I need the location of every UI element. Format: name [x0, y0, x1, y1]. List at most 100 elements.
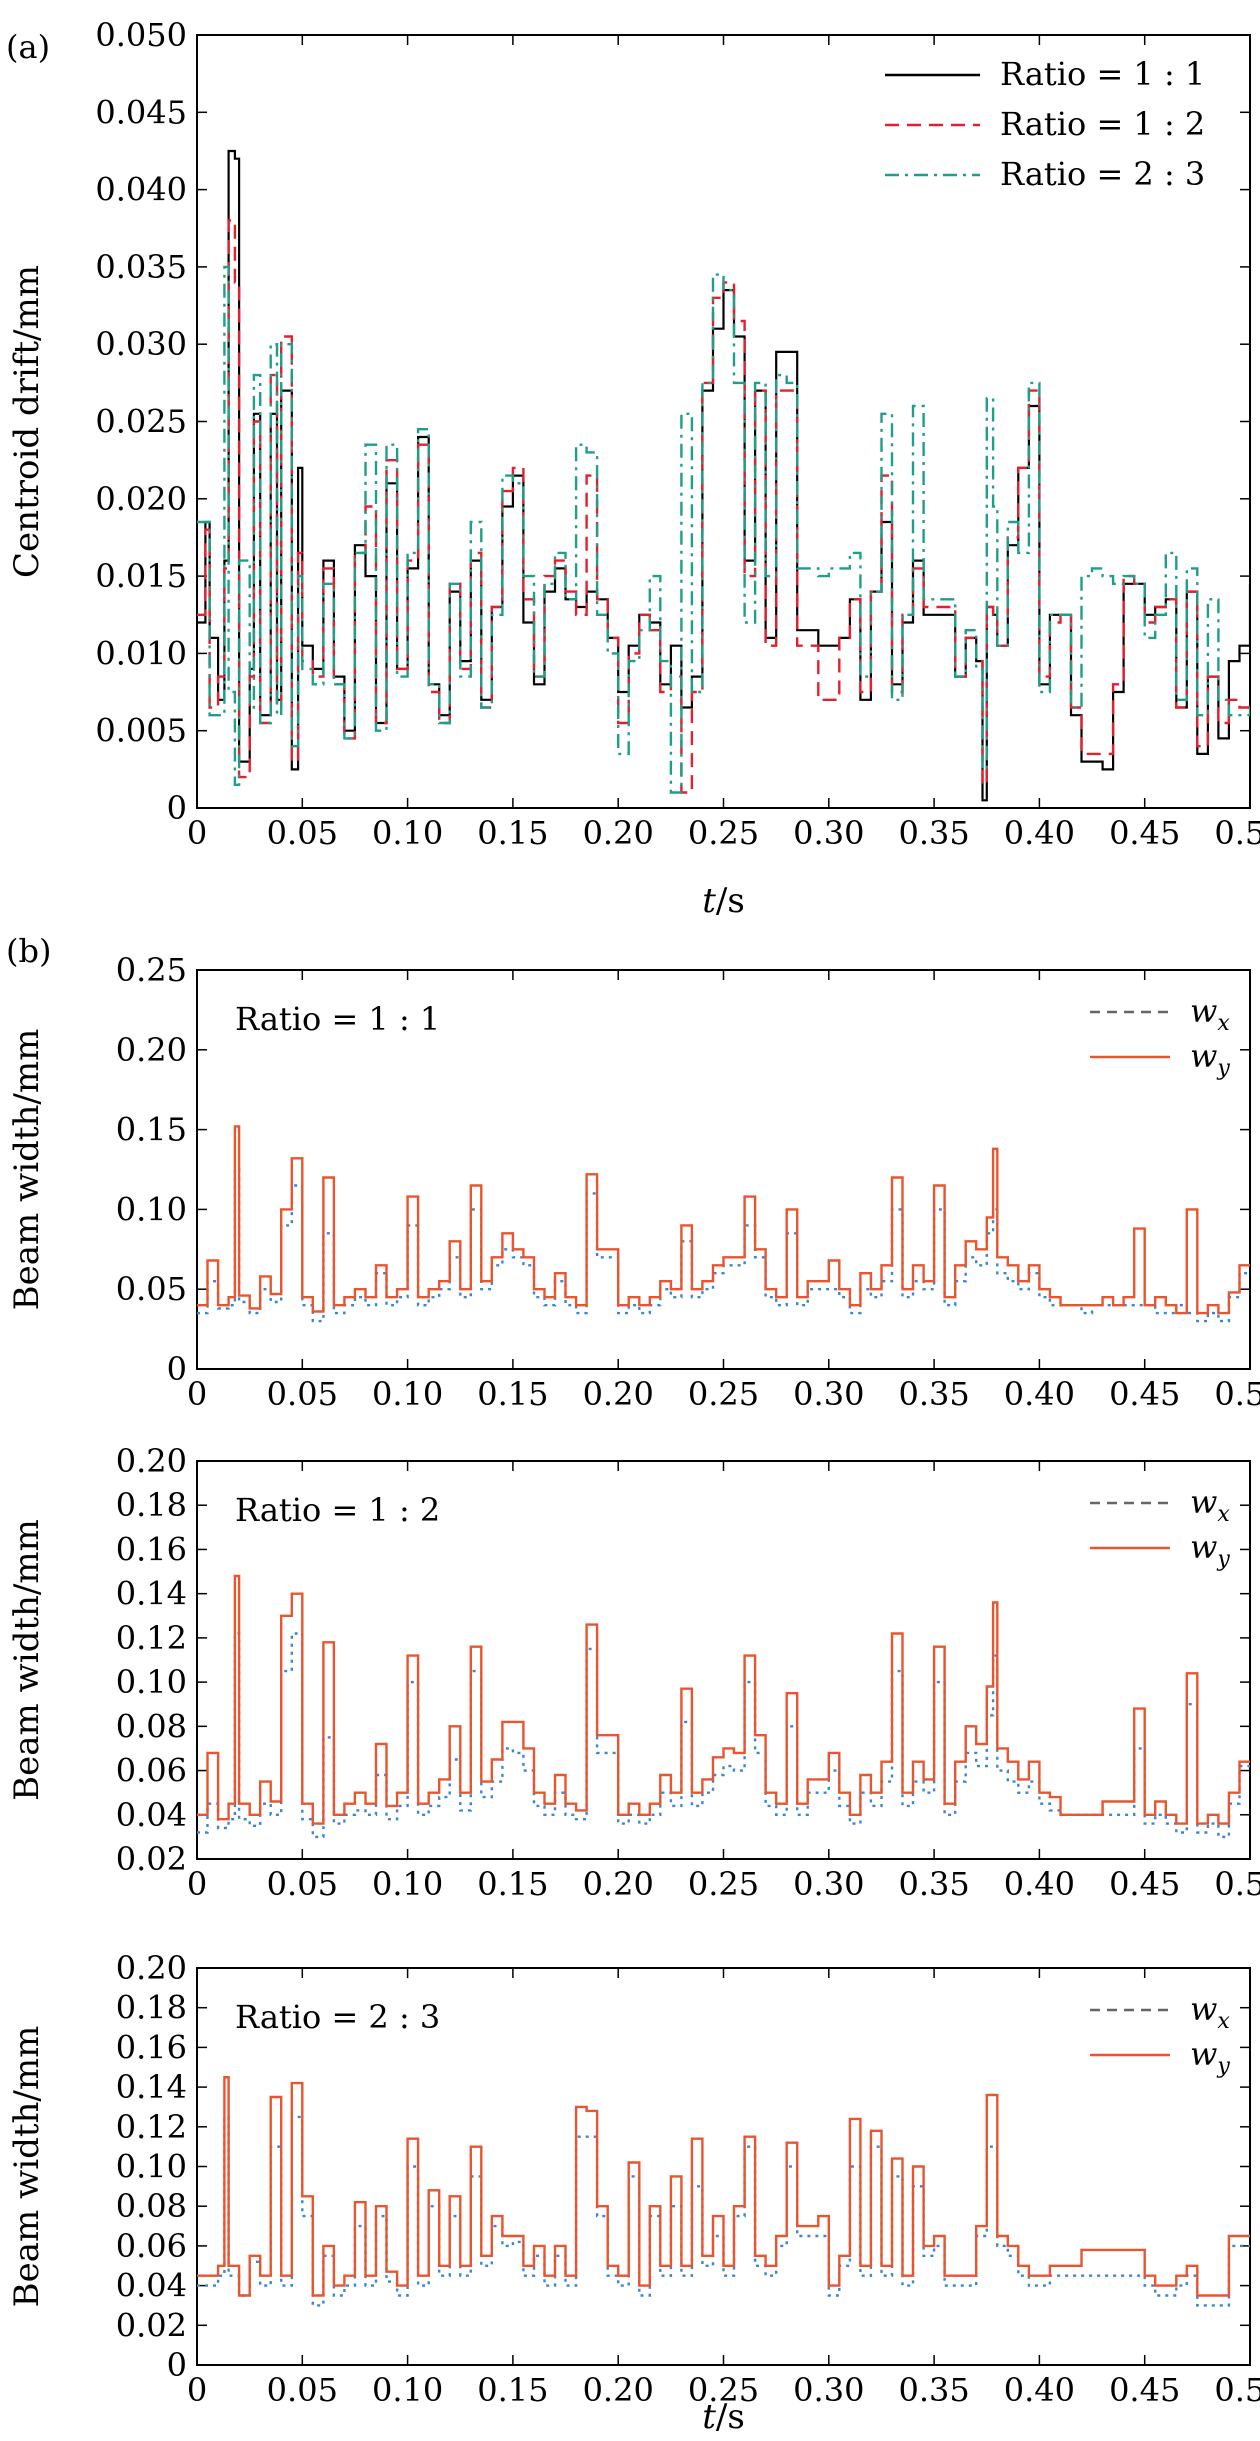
y-tick-label: 0.045 [95, 93, 187, 131]
x-tick-label: 0.20 [583, 1375, 654, 1413]
x-tick-label: 0.10 [372, 1375, 443, 1413]
x-tick-label: 0.15 [477, 1375, 548, 1413]
y-tick-label: 0.14 [116, 2068, 187, 2106]
y-tick-label: 0.005 [95, 712, 187, 750]
y-tick-label: 0.02 [116, 1840, 187, 1878]
x-tick-label: 0.05 [267, 814, 338, 852]
y-axis-title: Beam width/mm [7, 1029, 47, 1311]
x-tick-label: 0.40 [1004, 814, 1075, 852]
x-tick-label: 0.20 [583, 1865, 654, 1903]
x-tick-label: 0.30 [793, 814, 864, 852]
x-tick-label: 0.30 [793, 1865, 864, 1903]
x-tick-label: 0.05 [267, 2371, 338, 2409]
legend-label: Ratio = 2 : 3 [1000, 155, 1205, 193]
y-tick-label: 0.10 [116, 2148, 187, 2186]
x-tick-label: 0.35 [898, 1865, 969, 1903]
x-tick-label: 0.10 [372, 1865, 443, 1903]
legend-label: wy [1190, 1528, 1230, 1572]
legend-label: Ratio = 1 : 2 [1000, 105, 1205, 143]
legend-label: wx [1190, 992, 1230, 1036]
y-tick-label: 0.035 [95, 248, 187, 286]
y-tick-label: 0.25 [116, 951, 187, 989]
x-tick-label: 0.45 [1109, 814, 1180, 852]
x-tick-label: 0.05 [267, 1375, 338, 1413]
x-tick-label: 0.50 [1214, 2371, 1260, 2409]
y-tick-label: 0.10 [116, 1190, 187, 1228]
x-tick-label: 0.40 [1004, 1375, 1075, 1413]
y-tick-label: 0 [167, 789, 187, 827]
y-tick-label: 0.16 [116, 1530, 187, 1568]
x-tick-label: 0.20 [583, 2371, 654, 2409]
legend-label: wx [1190, 1483, 1230, 1527]
legend-label: wy [1190, 1037, 1230, 1081]
y-tick-label: 0.08 [116, 2187, 187, 2225]
y-tick-label: 0.20 [116, 1442, 187, 1480]
x-axis-title: t/s [702, 2397, 745, 2437]
x-tick-label: 0.25 [688, 814, 759, 852]
x-tick-label: 0 [187, 814, 207, 852]
x-tick-label: 0.35 [898, 2371, 969, 2409]
y-tick-label: 0.06 [116, 2227, 187, 2265]
y-tick-label: 0.04 [116, 2267, 187, 2305]
x-tick-label: 0.25 [688, 2371, 759, 2409]
x-tick-label: 0.35 [898, 814, 969, 852]
y-tick-label: 0.05 [116, 1270, 187, 1308]
panel-annotation: Ratio = 1 : 2 [235, 1491, 440, 1529]
y-tick-label: 0.14 [116, 1575, 187, 1613]
x-tick-label: 0.30 [793, 1375, 864, 1413]
chart-panel-1: 0 0.05 0.10 0.15 0.20 0.25 0.30 0.35 0.40 0.45 0.5… [6, 932, 1260, 1413]
x-tick-label: 0.05 [267, 1865, 338, 1903]
x-tick-label: 0.50 [1214, 1865, 1260, 1903]
x-tick-label: 0.15 [477, 814, 548, 852]
y-tick-label: 0.040 [95, 171, 187, 209]
x-tick-label: 0.50 [1214, 814, 1260, 852]
y-axis-title: Centroid drift/mm [7, 265, 47, 578]
y-tick-label: 0.025 [95, 403, 187, 441]
chart-panel-0: 0 0.05 0.10 0.15 0.20 0.25 0.30 0.35 0.40 0.45 0.5… [6, 16, 1260, 921]
x-tick-label: 0.50 [1214, 1375, 1260, 1413]
series-line-0 [197, 1632, 1250, 1839]
x-tick-label: 0 [187, 2371, 207, 2409]
legend-label: Ratio = 1 : 1 [1000, 55, 1205, 93]
y-tick-label: 0.16 [116, 2028, 187, 2066]
series-line-1 [197, 219, 1250, 794]
x-tick-label: 0.45 [1109, 2371, 1180, 2409]
y-tick-label: 0.18 [116, 1989, 187, 2027]
x-tick-label: 0.45 [1109, 1865, 1180, 1903]
y-tick-label: 0.12 [116, 1619, 187, 1657]
y-tick-label: 0.030 [95, 325, 187, 363]
y-tick-label: 0 [167, 2346, 187, 2384]
y-tick-label: 0.015 [95, 557, 187, 595]
y-tick-label: 0.20 [116, 1949, 187, 1987]
y-axis-title: Beam width/mm [7, 2026, 47, 2308]
x-tick-label: 0.40 [1004, 2371, 1075, 2409]
y-tick-label: 0.20 [116, 1031, 187, 1069]
panel-annotation: Ratio = 2 : 3 [235, 1998, 440, 2036]
series-line-1 [197, 2076, 1250, 2297]
series-line-0 [197, 1168, 1250, 1323]
y-tick-label: 0.04 [116, 1796, 187, 1834]
y-tick-label: 0.050 [95, 16, 187, 54]
chart-panel-3: 0 0.05 0.10 0.15 0.20 0.25 0.30 0.35 0.40 0.45 0.5… [7, 1949, 1260, 2437]
y-tick-label: 0.15 [116, 1111, 187, 1149]
x-tick-label: 0.35 [898, 1375, 969, 1413]
y-tick-label: 0.08 [116, 1707, 187, 1745]
x-tick-label: 0.40 [1004, 1865, 1075, 1903]
series-line-1 [197, 1125, 1250, 1315]
series-line-1 [197, 1574, 1250, 1825]
chart-panel-2: 0 0.05 0.10 0.15 0.20 0.25 0.30 0.35 0.40 0.45 0.5… [7, 1442, 1260, 1903]
panel-tag: (a) [6, 28, 50, 66]
x-tick-label: 0.15 [477, 1865, 548, 1903]
panel-annotation: Ratio = 1 : 1 [235, 1000, 440, 1038]
y-tick-label: 0.12 [116, 2108, 187, 2146]
y-tick-label: 0.020 [95, 480, 187, 518]
panel-tag: (b) [6, 932, 51, 970]
y-axis-title: Beam width/mm [7, 1519, 47, 1801]
y-tick-label: 0.02 [116, 2306, 187, 2344]
x-tick-label: 0 [187, 1375, 207, 1413]
y-tick-label: 0.10 [116, 1663, 187, 1701]
series-line-2 [197, 265, 1250, 794]
x-tick-label: 0.20 [583, 814, 654, 852]
x-axis-title: t/s [702, 881, 745, 921]
